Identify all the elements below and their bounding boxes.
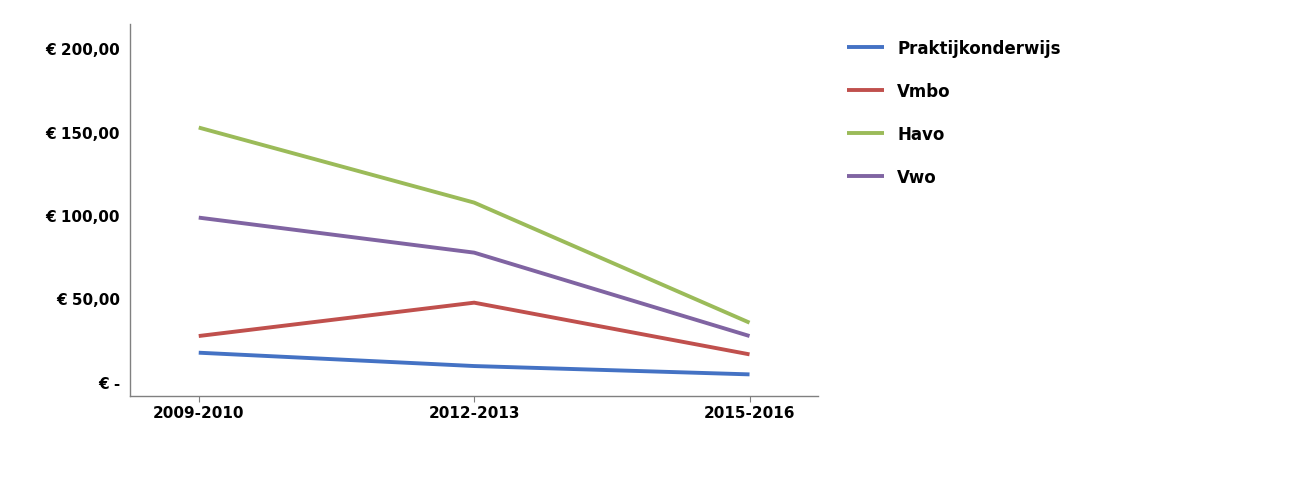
Vwo <box>191 215 207 221</box>
Vmbo <box>191 333 207 339</box>
Legend: Praktijkonderwijs, Vmbo, Havo, Vwo: Praktijkonderwijs, Vmbo, Havo, Vwo <box>847 40 1061 187</box>
Line: Havo: Havo <box>199 128 750 323</box>
Line: Vmbo: Vmbo <box>199 303 750 355</box>
Vmbo <box>742 352 757 357</box>
Havo <box>742 320 757 326</box>
Vwo <box>466 250 482 256</box>
Praktijkonderwijs <box>191 350 207 355</box>
Havo <box>191 125 207 130</box>
Praktijkonderwijs <box>466 363 482 369</box>
Vmbo <box>466 300 482 306</box>
Havo <box>466 199 482 205</box>
Line: Praktijkonderwijs: Praktijkonderwijs <box>199 353 750 374</box>
Vwo <box>742 333 757 339</box>
Praktijkonderwijs <box>742 371 757 377</box>
Line: Vwo: Vwo <box>199 218 750 336</box>
